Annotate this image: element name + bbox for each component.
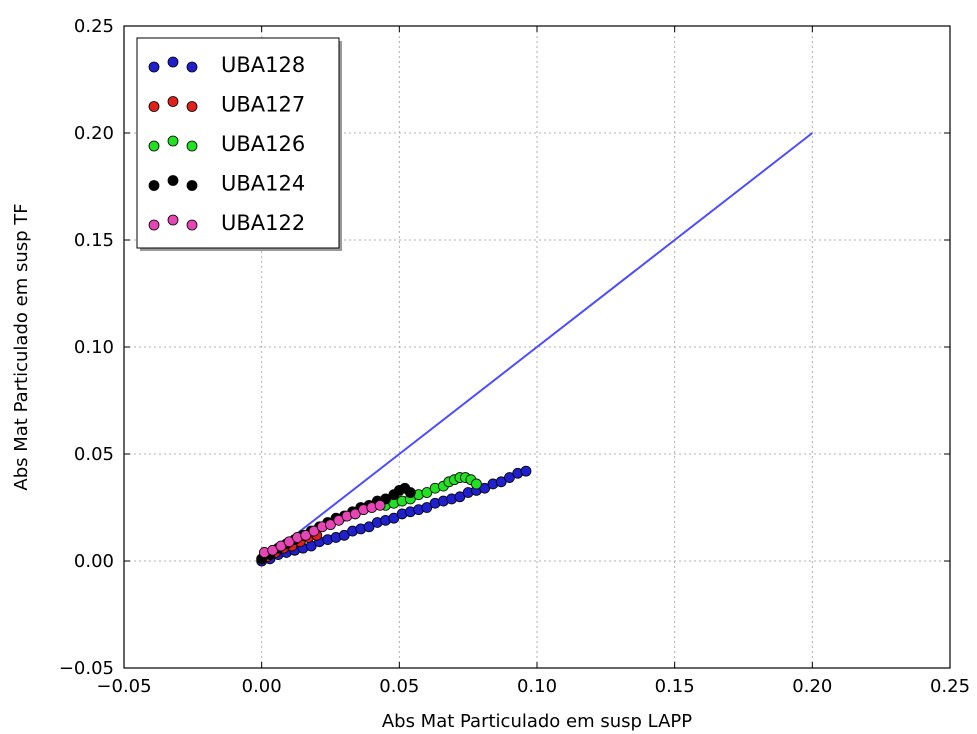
legend-label: UBA124 [221,172,305,196]
legend-marker [186,180,198,191]
legend-marker [148,101,160,112]
legend: UBA128 UBA127 UBA126 UBA124 UBA122 [136,37,342,251]
legend-label: UBA122 [221,211,305,235]
legend-label: UBA126 [221,132,305,156]
data-point [520,465,532,477]
reference-line-group [261,132,813,562]
x-tick-label: 0.25 [930,676,970,697]
x-tick-label: 0.15 [655,676,695,697]
series-uba122 [259,499,386,558]
legend-marker [148,180,160,191]
legend-label: UBA128 [221,53,305,77]
legend-marker [148,61,160,73]
legend-marker [167,96,179,107]
ticks: −0.05 0.00 0.05 0.10 0.15 0.20 0.25 −0.05 0.00 0.… [59,16,970,697]
x-tick-label: 0.10 [517,676,557,697]
x-tick-label: 0.20 [792,676,832,697]
data-point [471,478,482,490]
y-tick-label: −0.05 [59,658,114,679]
x-axis-label: Abs Mat Particulado em susp LAPP [382,711,692,732]
legend-marker [148,140,160,152]
legend-marker [186,140,198,152]
y-tick-label: 0.25 [74,16,114,37]
legend-marker [167,135,179,147]
legend-marker [167,175,179,186]
legend-marker [186,61,198,73]
y-tick-label: 0.20 [74,123,114,144]
legend-marker [186,219,198,231]
y-tick-label: 0.15 [74,230,114,251]
y-axis-label: Abs Mat Particulado em susp TF [11,203,32,490]
data-point [374,499,386,511]
data-point [404,487,416,498]
legend-marker [148,219,160,231]
x-tick-label: 0.00 [242,676,282,697]
x-tick-label: −0.05 [96,676,151,697]
legend-marker [167,56,179,68]
legend-marker [167,214,179,226]
x-tick-label: 0.05 [379,676,419,697]
y-tick-label: 0.10 [74,337,114,358]
reference-line [261,132,813,562]
legend-marker [186,101,198,112]
legend-label: UBA127 [221,93,305,117]
y-tick-label: 0.05 [74,444,114,465]
y-tick-label: 0.00 [74,551,114,572]
data-points [256,465,532,567]
